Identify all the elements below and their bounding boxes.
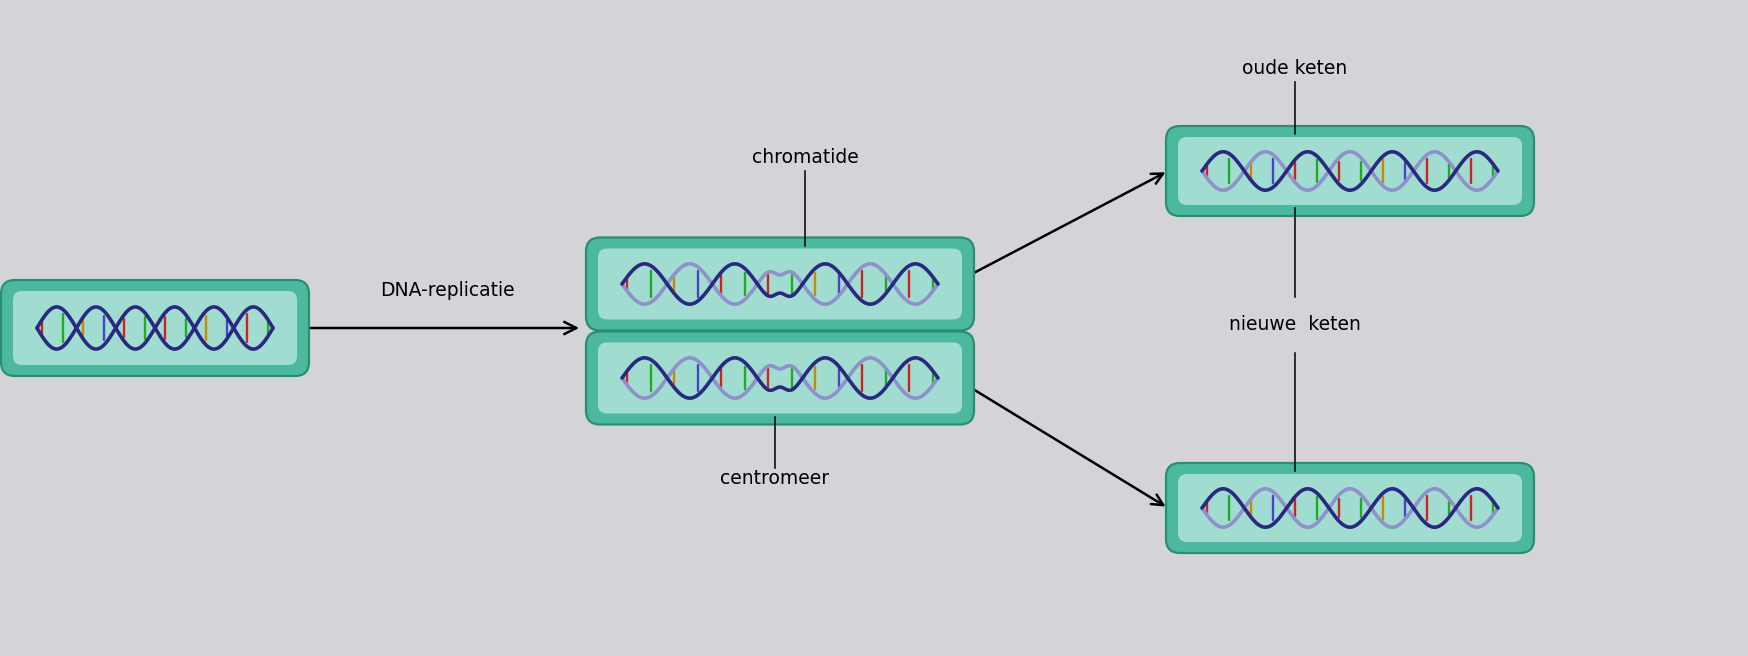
- FancyBboxPatch shape: [586, 237, 974, 331]
- Text: DNA-replicatie: DNA-replicatie: [379, 281, 514, 300]
- FancyBboxPatch shape: [586, 331, 974, 424]
- FancyBboxPatch shape: [1178, 474, 1521, 542]
- FancyBboxPatch shape: [1166, 463, 1533, 553]
- FancyBboxPatch shape: [1178, 137, 1521, 205]
- Text: nieuwe  keten: nieuwe keten: [1229, 315, 1360, 334]
- Text: chromatide: chromatide: [752, 148, 858, 167]
- FancyBboxPatch shape: [598, 249, 961, 319]
- FancyBboxPatch shape: [598, 342, 961, 413]
- FancyBboxPatch shape: [12, 291, 297, 365]
- FancyBboxPatch shape: [2, 280, 309, 376]
- FancyBboxPatch shape: [1166, 126, 1533, 216]
- Text: oude keten: oude keten: [1241, 59, 1348, 78]
- Text: centromeer: centromeer: [720, 470, 829, 489]
